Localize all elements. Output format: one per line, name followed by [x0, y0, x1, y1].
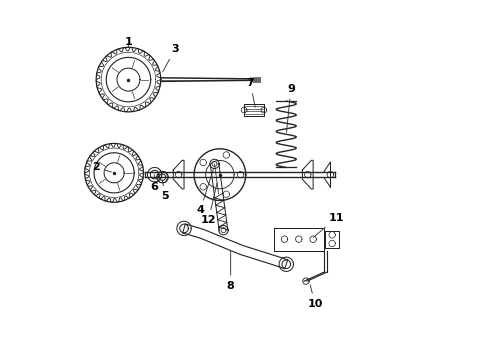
Text: 4: 4	[196, 168, 214, 216]
Text: 8: 8	[227, 251, 235, 291]
Text: 3: 3	[163, 44, 179, 72]
Text: 2: 2	[92, 162, 111, 172]
Text: 5: 5	[162, 180, 169, 201]
Text: 7: 7	[246, 78, 255, 107]
Text: 10: 10	[307, 285, 322, 309]
Text: 6: 6	[151, 175, 159, 192]
Text: 11: 11	[314, 213, 344, 237]
Text: 1: 1	[124, 37, 132, 47]
Text: 12: 12	[201, 183, 217, 225]
Text: 9: 9	[287, 84, 295, 132]
